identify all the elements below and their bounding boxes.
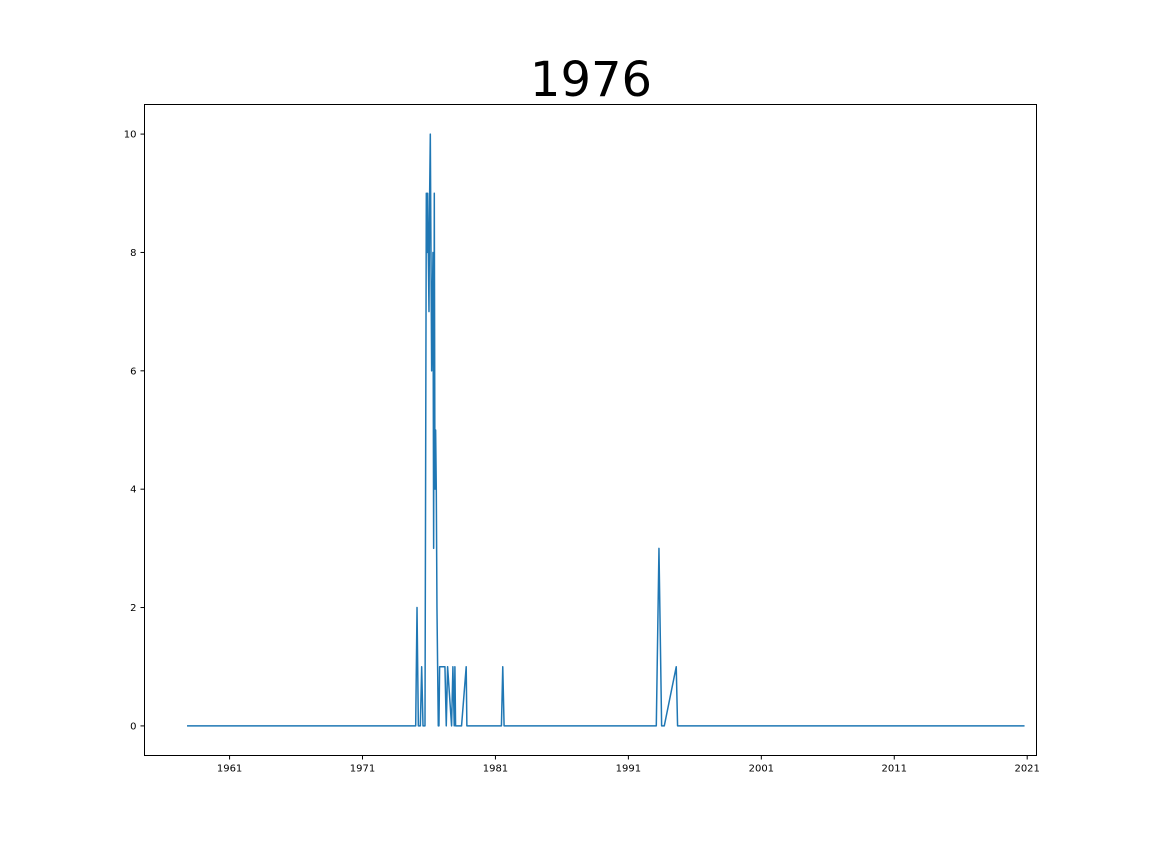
x-tick-label: 1961 <box>217 764 242 775</box>
y-axis: 0 2 4 6 8 10 <box>124 130 145 732</box>
x-tick-label: 2001 <box>749 764 774 775</box>
y-tick-label: 8 <box>130 248 136 259</box>
x-axis: 1961 1971 1981 1991 2001 2011 2021 <box>217 755 1040 775</box>
y-tick-label: 6 <box>130 366 136 377</box>
x-tick-label: 1991 <box>616 764 641 775</box>
chart-title: 1976 <box>529 52 653 108</box>
y-tick-label: 4 <box>130 485 136 496</box>
x-tick-label: 1981 <box>483 764 508 775</box>
y-tick-label: 10 <box>124 130 137 141</box>
y-tick-label: 0 <box>130 721 136 732</box>
x-tick-label: 2021 <box>1014 764 1039 775</box>
x-tick-label: 2011 <box>882 764 907 775</box>
series-layer <box>187 133 1025 727</box>
y-tick-label: 2 <box>130 603 136 614</box>
axes-frame <box>144 104 1037 756</box>
series-line-0 <box>187 133 1025 727</box>
x-tick-label: 1971 <box>350 764 375 775</box>
